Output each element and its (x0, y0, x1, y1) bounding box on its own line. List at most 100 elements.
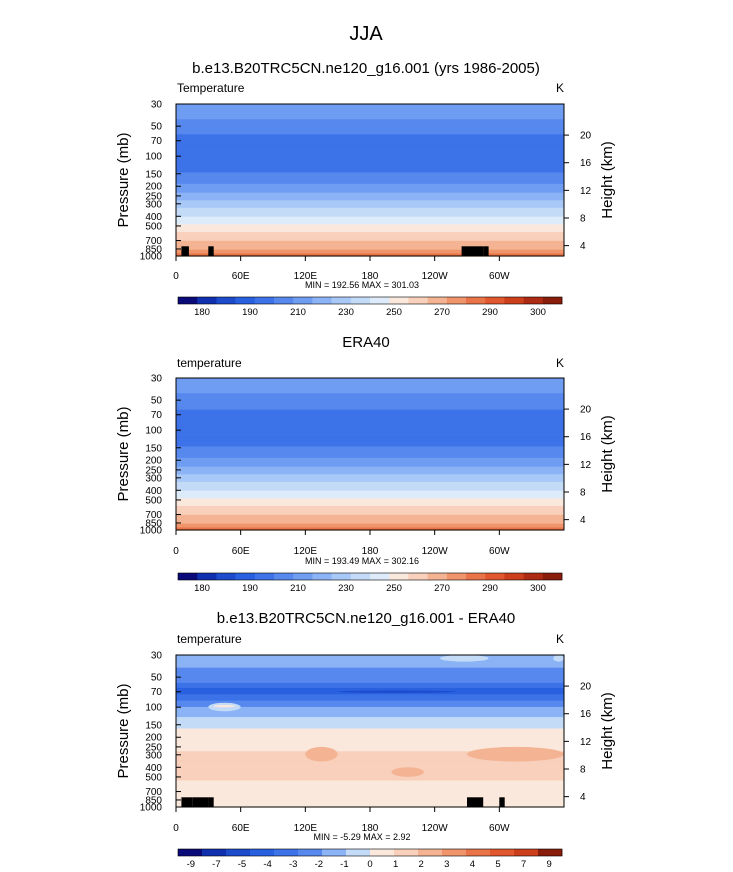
field-band (176, 124, 564, 127)
pressure-tick-label: 30 (151, 100, 163, 111)
pressure-tick-label: 1000 (140, 803, 163, 814)
min-max-stats: MIN = 193.49 MAX = 302.16 (305, 556, 419, 566)
colorbar-swatch (322, 849, 347, 856)
field-band (176, 106, 564, 109)
field-band (176, 244, 564, 247)
colorbar-swatch (408, 297, 428, 304)
pressure-tick-label: 200 (145, 456, 162, 467)
field-band (176, 139, 564, 142)
field-band (176, 238, 564, 241)
field-band (176, 386, 564, 389)
field-band (176, 737, 564, 740)
field-band (176, 738, 564, 741)
field-band (176, 469, 564, 472)
field-band (176, 407, 564, 409)
field-band (176, 684, 564, 686)
field-band (176, 381, 564, 384)
field-band (176, 662, 564, 665)
field-band (176, 188, 564, 191)
field-band (176, 380, 564, 383)
colorbar-swatch (370, 573, 390, 580)
field-band (176, 748, 564, 751)
field-band (176, 438, 564, 441)
anomaly-patch (553, 655, 564, 662)
colorbar: 180 190 210 230 250 270 290 300 (177, 572, 563, 594)
pressure-tick-label: 30 (151, 374, 163, 385)
field-band (176, 657, 564, 660)
field-band (176, 112, 564, 115)
field-band (176, 138, 564, 141)
longitude-tick-label: 120W (422, 271, 449, 282)
field-band (176, 395, 564, 398)
field-band (176, 755, 564, 757)
field-band (176, 233, 564, 236)
colorbar-label: 270 (434, 583, 450, 594)
field-band (176, 247, 564, 249)
pressure-tick-label: 150 (145, 169, 162, 180)
field-band (176, 464, 564, 466)
pressure-tick-label: 500 (145, 495, 162, 506)
field-band (176, 665, 564, 667)
anomaly-patches (208, 655, 564, 792)
field-band (176, 177, 564, 180)
colorbar-label: 4 (470, 859, 475, 870)
field-band (176, 437, 564, 440)
colorbar-swatch (446, 297, 467, 304)
field-band (176, 788, 564, 790)
field-band (176, 475, 564, 478)
field-band (176, 190, 564, 192)
field-band (176, 154, 564, 157)
anomaly-patch (305, 746, 338, 762)
field-band (176, 736, 564, 738)
field-band (176, 794, 564, 797)
field-band (176, 234, 564, 237)
field-band (176, 460, 564, 463)
field-band (176, 412, 564, 415)
pressure-tick-label: 500 (145, 772, 162, 783)
field-band (176, 713, 564, 716)
field-band (176, 398, 564, 401)
field-band (176, 734, 564, 737)
field-band (176, 215, 564, 218)
field-band (176, 164, 564, 167)
field-band (176, 698, 564, 700)
field-band (176, 119, 564, 122)
height-axis: 4 8 12 16 20 Height (km) (564, 405, 616, 526)
field-band (176, 450, 564, 453)
pressure-tick-label: 70 (151, 410, 163, 421)
field-band (176, 452, 564, 455)
field-band (176, 739, 564, 742)
anomaly-patch (283, 741, 317, 747)
field-band (176, 753, 564, 756)
field-band (176, 192, 564, 195)
colorbar-swatch (235, 297, 256, 304)
field-band (176, 183, 564, 186)
longitude-tick-label: 0 (173, 271, 179, 282)
field-band (176, 388, 564, 390)
field-band (176, 799, 564, 802)
topography-mask (181, 246, 489, 256)
field-band (176, 404, 564, 407)
colorbar-swatch (331, 573, 352, 580)
field-band (176, 200, 564, 203)
colorbar-label: 180 (194, 583, 210, 594)
height-axis: 4 8 12 16 20 Height (km) (564, 682, 616, 803)
field-band (176, 479, 564, 482)
height-tick-label: 4 (580, 792, 586, 803)
field-band (176, 672, 564, 675)
field-band (176, 443, 564, 446)
field-band (176, 187, 564, 190)
field-band (176, 451, 564, 454)
colorbar-label: 230 (338, 307, 354, 318)
field-band (176, 204, 564, 206)
field-band (176, 440, 564, 442)
field-band (176, 424, 564, 427)
field-band (176, 796, 564, 799)
colorbar-swatch (350, 297, 371, 304)
field-band (176, 483, 564, 485)
field-band (176, 804, 564, 807)
longitude-tick-label: 120W (422, 823, 449, 834)
field-band (176, 767, 564, 770)
topography-block (467, 797, 484, 807)
